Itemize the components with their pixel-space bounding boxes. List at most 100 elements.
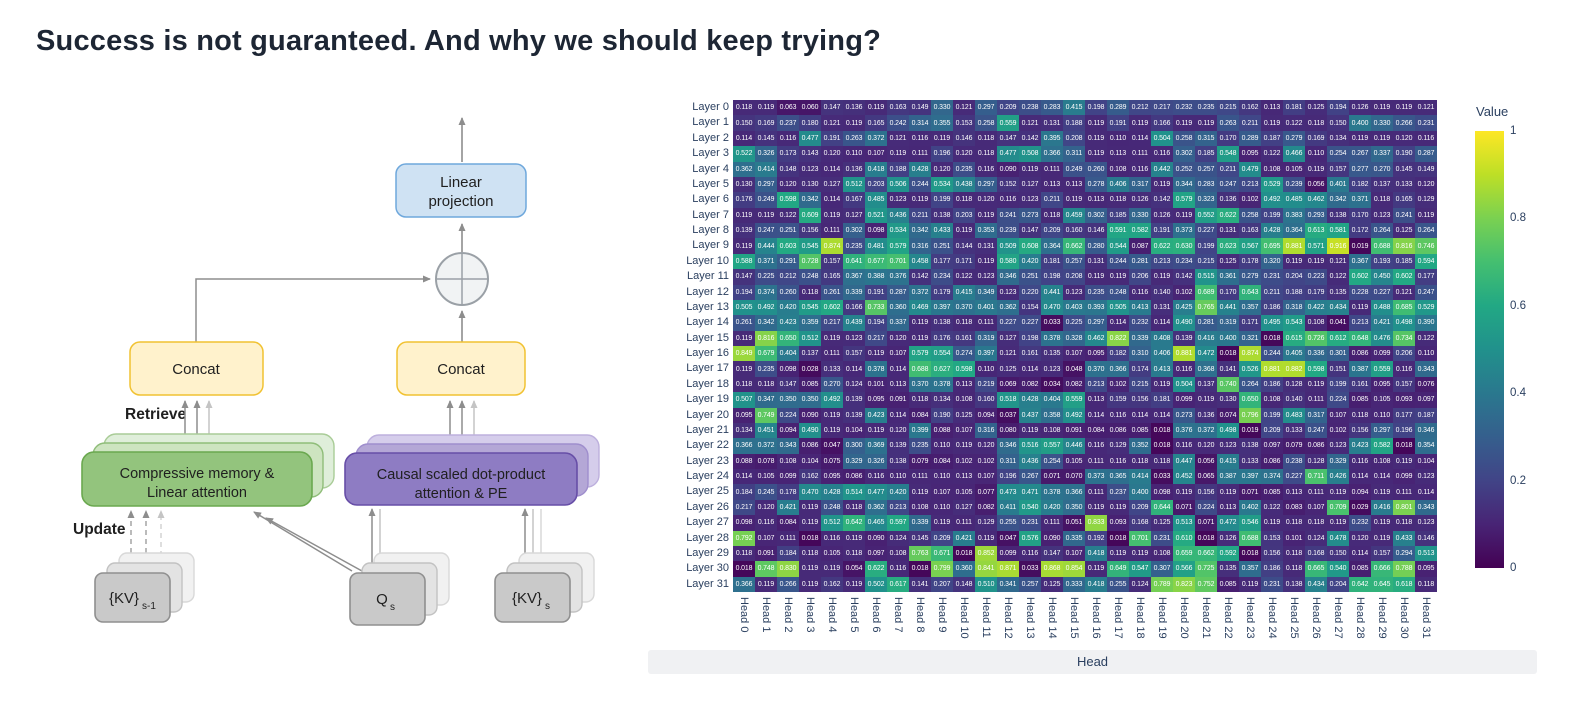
heatmap-cell: 0.119	[1327, 484, 1349, 500]
heatmap-cell: 0.129	[1107, 438, 1129, 454]
heatmap-cell: 0.114	[1151, 407, 1173, 423]
heatmap-cell: 0.121	[1327, 253, 1349, 270]
heatmap-cell: 0.254	[1327, 146, 1349, 162]
heatmap-cell: 0.118	[1305, 515, 1327, 531]
heatmap-cell: 0.107	[755, 530, 777, 546]
heatmap-cell: 0.084	[909, 407, 931, 423]
heatmap-cell: 0.213	[1349, 315, 1371, 331]
heatmap-cell: 0.111	[1085, 484, 1107, 500]
heatmap-cell: 0.136	[1195, 407, 1217, 423]
heatmap-cell: 0.157	[843, 346, 865, 362]
heatmap-cell: 0.107	[1305, 499, 1327, 516]
heatmap-cell: 0.113	[1283, 484, 1305, 500]
heatmap-cell: 0.326	[755, 146, 777, 162]
heatmap-cell: 0.099	[997, 545, 1019, 562]
heatmap-cell: 0.097	[865, 545, 887, 562]
heatmap-cell: 0.212	[1129, 100, 1151, 116]
heatmap-cell: 0.116	[1019, 545, 1041, 562]
heatmap-cell: 0.130	[799, 176, 821, 193]
col-label: Head 24	[1266, 597, 1278, 639]
heatmap-cell: 0.113	[887, 376, 909, 393]
heatmap-cell: 0.264	[1371, 223, 1393, 239]
heatmap-cell: 0.441	[1041, 284, 1063, 300]
heatmap-cell: 0.101	[865, 376, 887, 393]
heatmap-cell: 0.326	[865, 453, 887, 469]
heatmap-cell: 0.765	[1195, 299, 1217, 316]
heatmap-cell: 0.145	[1393, 161, 1415, 177]
heatmap-cell: 0.108	[1107, 161, 1129, 177]
heatmap-cell: 0.237	[777, 115, 799, 131]
heatmap-cell: 0.688	[1239, 530, 1261, 546]
heatmap-cell: 0.118	[953, 192, 975, 208]
heatmap-cell: 0.421	[1371, 315, 1393, 331]
heatmap-cell: 0.224	[1195, 499, 1217, 516]
heatmap-cell: 0.357	[1239, 299, 1261, 316]
heatmap-cell: 0.118	[1415, 576, 1437, 592]
heatmap-cell: 0.119	[1085, 561, 1107, 577]
heatmap-cell: 0.387	[1349, 361, 1371, 377]
heatmap-cell: 0.362	[865, 499, 887, 516]
heatmap-cell: 0.310	[1129, 346, 1151, 362]
heatmap-cell: 0.181	[1283, 100, 1305, 116]
heatmap-cell: 0.120	[821, 146, 843, 162]
heatmap-cell: 0.086	[1261, 453, 1283, 469]
heatmap-cell: 0.119	[821, 407, 843, 423]
heatmap-cell: 0.217	[865, 330, 887, 346]
heatmap-cell: 0.792	[733, 530, 755, 546]
heatmap-cell: 0.239	[1283, 176, 1305, 193]
heatmap-cell: 0.426	[1327, 469, 1349, 485]
heatmap-cell: 0.119	[887, 146, 909, 162]
heatmap-cell: 0.108	[909, 499, 931, 516]
heatmap-cell: 0.451	[755, 422, 777, 439]
heatmap-cell: 0.685	[1393, 299, 1415, 316]
heatmap-cell: 0.119	[733, 238, 755, 254]
heatmap-cell: 0.420	[1041, 499, 1063, 516]
heatmap-cell: 0.343	[1415, 361, 1437, 377]
heatmap-cell: 0.094	[1349, 484, 1371, 500]
heatmap-cell: 0.196	[931, 146, 953, 162]
heatmap-cell: 0.679	[755, 346, 777, 362]
heatmap-cell: 0.215	[1195, 253, 1217, 270]
heatmap-cell: 0.113	[1217, 499, 1239, 516]
heatmap-cell: 0.118	[843, 499, 865, 516]
row-label: Layer 16	[686, 347, 729, 359]
heatmap-cell: 0.118	[953, 315, 975, 331]
heatmap-cell: 0.337	[1371, 146, 1393, 162]
heatmap-cell: 0.085	[1217, 576, 1239, 592]
heatmap-cell: 0.098	[733, 515, 755, 531]
heatmap-cell: 0.105	[953, 484, 975, 500]
heatmap-cell: 0.120	[975, 438, 997, 454]
heatmap-cell: 0.186	[1261, 561, 1283, 577]
heatmap-cell: 0.116	[909, 130, 931, 147]
heatmap-cell: 0.402	[1239, 499, 1261, 516]
heatmap-cell: 0.110	[1305, 146, 1327, 162]
heatmap-cell: 0.111	[821, 223, 843, 239]
heatmap-cell: 0.173	[777, 146, 799, 162]
heatmap-cell: 0.260	[1085, 161, 1107, 177]
heatmap-cell: 0.120	[777, 176, 799, 193]
heatmap-cell: 0.666	[1371, 561, 1393, 577]
heatmap-cell: 0.137	[1195, 376, 1217, 393]
heatmap-cell: 0.187	[1261, 130, 1283, 147]
heatmap-cell: 0.602	[1349, 269, 1371, 285]
heatmap-cell: 0.459	[1063, 207, 1085, 223]
heatmap-cell: 0.369	[865, 438, 887, 454]
heatmap-cell: 0.120	[1393, 130, 1415, 147]
heatmap-cell: 0.118	[1129, 453, 1151, 469]
heatmap-cell: 0.090	[997, 161, 1019, 177]
heatmap-cell: 0.504	[1173, 376, 1195, 393]
heatmap-cell: 0.186	[1261, 299, 1283, 316]
heatmap-cell: 0.273	[1173, 407, 1195, 423]
heatmap-cell: 0.582	[1371, 438, 1393, 454]
heatmap-cell: 0.147	[733, 269, 755, 285]
heatmap-cell: 0.142	[1151, 192, 1173, 208]
colorbar-tick-label: 0.6	[1510, 299, 1526, 312]
heatmap-cell: 0.217	[821, 315, 843, 331]
col-label: Head 26	[1310, 597, 1322, 639]
heatmap-cell: 0.526	[1239, 361, 1261, 377]
heatmap-cell: 0.209	[1041, 223, 1063, 239]
heatmap-cell: 0.235	[755, 361, 777, 377]
heatmap-cell: 0.136	[1217, 192, 1239, 208]
heatmap-cell: 0.372	[755, 438, 777, 454]
heatmap-cell: 0.871	[997, 561, 1019, 577]
